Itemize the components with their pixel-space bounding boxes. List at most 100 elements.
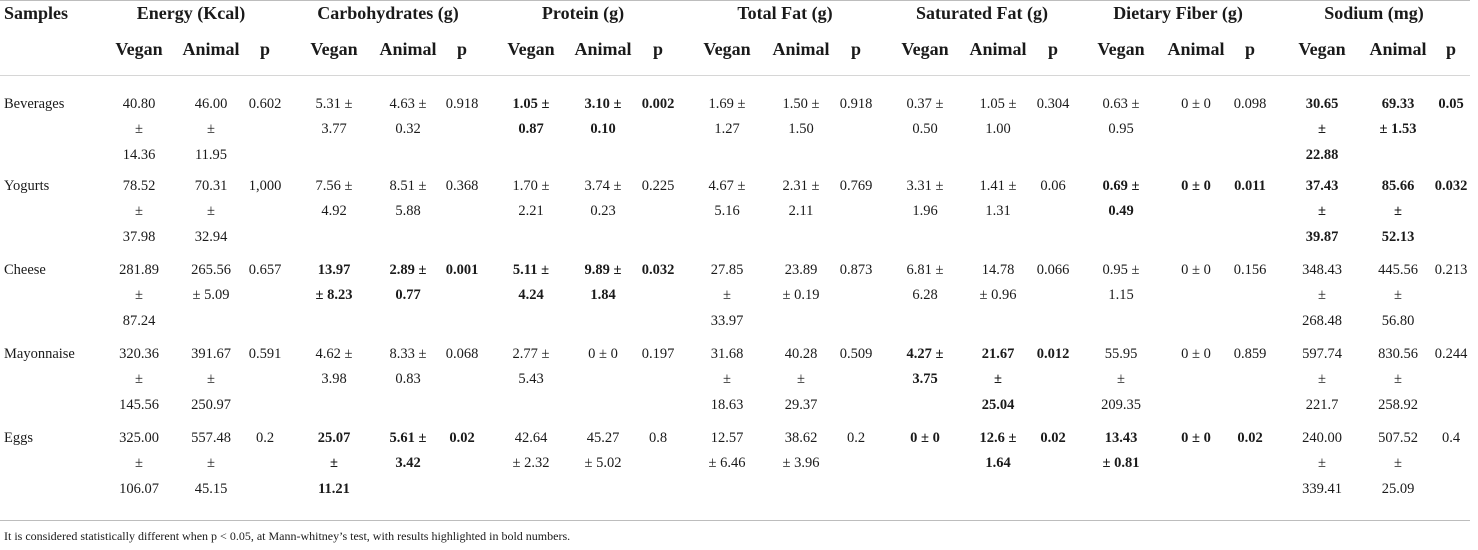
table-cell: 0 ± 0 [1181,262,1211,278]
table-cell: 0.02 [449,430,475,446]
table-cell: 4.67 ± 5.16 [708,178,746,220]
table-cell: 240.00 ± 339.41 [1302,430,1342,497]
table-cell: 507.52 ± 25.09 [1378,430,1418,497]
row-label: Eggs [4,430,33,446]
header-rule [0,75,1470,76]
table-cell: 281.89 ± 87.24 [119,262,159,329]
table-cell: 597.74 ± 221.7 [1302,346,1342,413]
table-cell: 4.62 ± 3.98 [315,346,353,388]
table-cell: 0.098 [1233,96,1267,112]
sub-header-vegan: Vegan [703,39,751,59]
sub-header-p: p [1244,39,1255,59]
table-cell: 0.4 [1441,430,1461,446]
table-cell: 325.00 ± 106.07 [119,430,159,497]
table-cell: 0.197 [641,346,675,362]
table-cell: 5.61 ± 3.42 [389,430,427,472]
table-cell: 557.48 ± 45.15 [191,430,231,497]
sub-header-p: p [1445,39,1456,59]
table-cell: 0.368 [445,178,479,194]
sub-header-animal: Animal [182,39,240,59]
table-cell: 69.33 ± 1.53 [1379,96,1417,138]
table-cell: 0.225 [641,178,675,194]
table-cell: 78.52 ± 37.98 [122,178,156,245]
sub-header-animal: Animal [1167,39,1225,59]
group-header: Carbohydrates (g) [317,3,459,23]
table-cell: 2.31 ± 2.11 [782,178,820,220]
table-cell: 0 ± 0 [1181,430,1211,446]
sub-header-vegan: Vegan [901,39,949,59]
table-cell: 1,000 [248,178,282,194]
table-cell: 7.56 ± 4.92 [315,178,353,220]
table-cell: 0.032 [1434,178,1468,194]
group-header: Total Fat (g) [737,3,833,23]
table-cell: 0.69 ± 0.49 [1102,178,1140,220]
group-header: Dietary Fiber (g) [1113,3,1243,23]
table-cell: 6.81 ± 6.28 [906,262,944,304]
table-cell: 320.36 ± 145.56 [119,346,159,413]
sub-header-vegan: Vegan [1097,39,1145,59]
table-cell: 0 ± 0 [910,430,940,446]
group-header: Saturated Fat (g) [916,3,1048,23]
table-cell: 0.918 [445,96,479,112]
sub-header-vegan: Vegan [507,39,555,59]
table-cell: 0.95 ± 1.15 [1102,262,1140,304]
table-cell: 0.63 ± 0.95 [1102,96,1140,138]
table-cell: 0 ± 0 [1181,178,1211,194]
table-cell: 1.05 ± 0.87 [512,96,550,138]
table-cell: 46.00 ± 11.95 [194,96,228,163]
table-cell: 12.6 ± 1.64 [979,430,1017,472]
samples-header: Samples [4,3,69,23]
top-rule [0,0,1470,1]
table-cell: 70.31 ± 32.94 [194,178,228,245]
table-cell: 40.80 ± 14.36 [122,96,156,163]
table-cell: 3.10 ± 0.10 [584,96,622,138]
table-cell: 265.56 ± 5.09 [191,262,231,304]
table-cell: 55.95 ± 209.35 [1101,346,1141,413]
table-cell: 4.27 ± 3.75 [906,346,944,388]
table-cell: 0.02 [1040,430,1066,446]
table-cell: 0.657 [248,262,282,278]
table-cell: 0.213 [1434,262,1468,278]
table-cell: 4.63 ± 0.32 [389,96,427,138]
group-header: Energy (Kcal) [136,3,246,23]
table-cell: 0.37 ± 0.50 [906,96,944,138]
row-label: Beverages [4,96,65,112]
table-cell: 1.69 ± 1.27 [708,96,746,138]
row-label: Cheese [4,262,46,278]
sub-header-vegan: Vegan [310,39,358,59]
table-cell: 0.602 [248,96,282,112]
table-cell: 0.001 [445,262,479,278]
table-cell: 21.67 ± 25.04 [981,346,1015,413]
table-cell: 0.2 [255,430,275,446]
table-cell: 0.011 [1234,178,1266,194]
table-cell: 14.78 ± 0.96 [979,262,1017,304]
table-cell: 1.50 ± 1.50 [782,96,820,138]
table-cell: 2.77 ± 5.43 [512,346,550,388]
table-cell: 0 ± 0 [588,346,618,362]
table-cell: 25.07 ± 11.21 [317,430,351,497]
table-cell: 1.70 ± 2.21 [512,178,550,220]
sub-header-animal: Animal [379,39,437,59]
table-cell: 0 ± 0 [1181,346,1211,362]
sub-header-animal: Animal [969,39,1027,59]
table-cell: 13.43 ± 0.81 [1102,430,1140,472]
group-header: Protein (g) [541,3,625,23]
sub-header-p: p [652,39,663,59]
table-cell: 9.89 ± 1.84 [584,262,622,304]
row-label: Mayonnaise [4,346,75,362]
table-cell: 27.85 ± 33.97 [710,262,744,329]
group-header: Sodium (mg) [1324,3,1424,23]
table-footnote: It is considered statistically different… [4,529,571,543]
table-cell: 0.02 [1237,430,1263,446]
table-cell: 37.43 ± 39.87 [1305,178,1339,245]
table-cell: 5.11 ± 4.24 [512,262,550,304]
table-cell: 0.873 [839,262,873,278]
table-cell: 0.918 [839,96,873,112]
table-cell: 0.509 [839,346,873,362]
table-cell: 40.28 ± 29.37 [784,346,818,413]
sub-header-p: p [456,39,467,59]
table-cell: 13.97 ± 8.23 [315,262,353,304]
sub-header-p: p [850,39,861,59]
sub-header-animal: Animal [574,39,632,59]
sub-header-animal: Animal [1369,39,1427,59]
